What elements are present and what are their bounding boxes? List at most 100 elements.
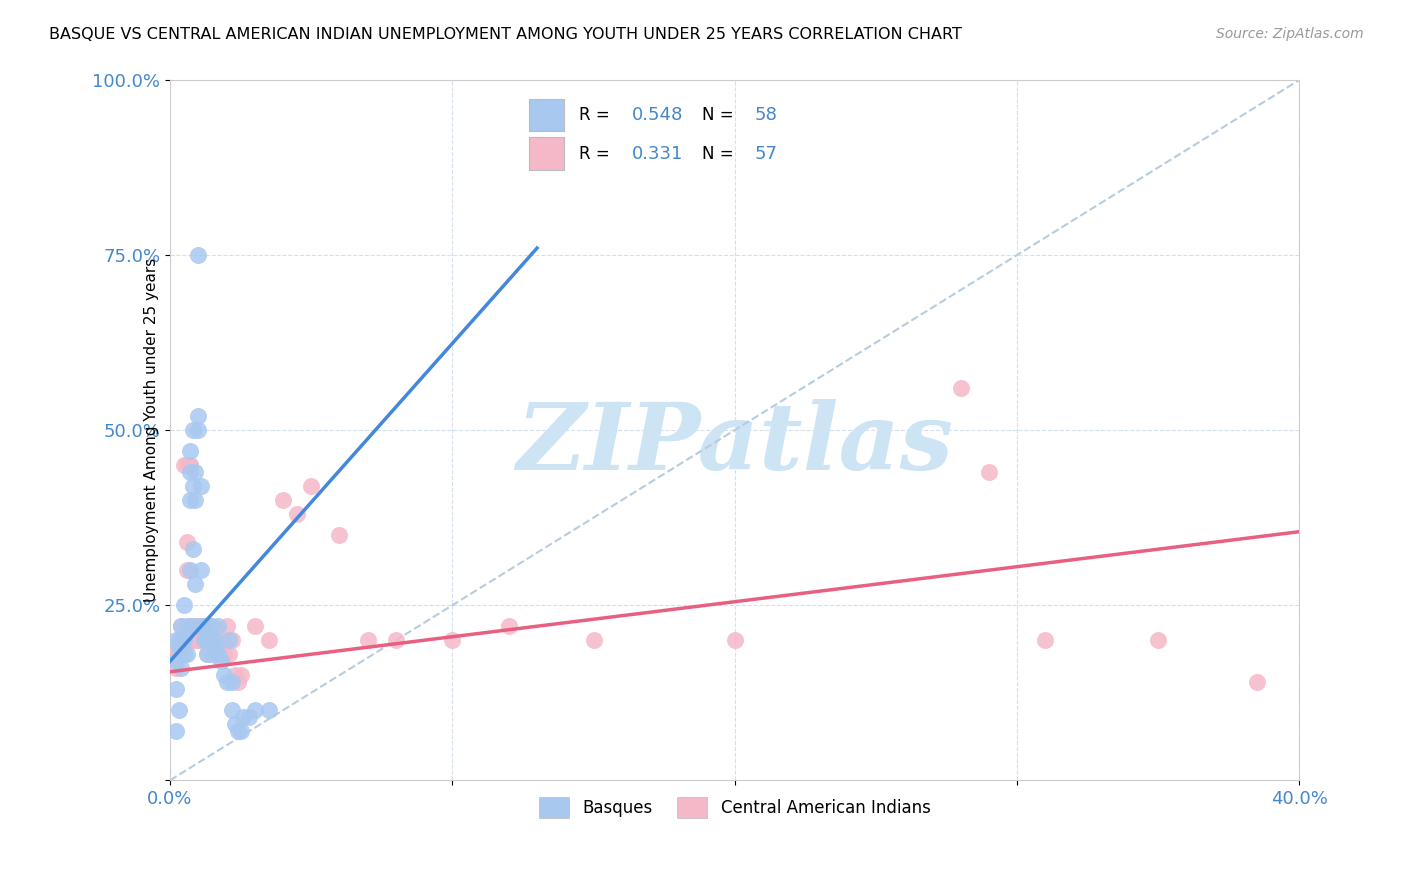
Point [190, 619, 212, 633]
Point [176, 535, 198, 549]
Point [977, 465, 1000, 479]
Point [176, 458, 198, 472]
Point [167, 703, 190, 717]
Point [385, 633, 408, 648]
Point [167, 640, 190, 655]
Point [204, 633, 226, 648]
Point [212, 647, 235, 661]
Point [1033, 633, 1056, 648]
Point [229, 668, 252, 682]
Point [167, 633, 190, 648]
Point [221, 675, 243, 690]
Point [181, 633, 204, 648]
Point [190, 619, 212, 633]
Point [190, 633, 212, 648]
Point [207, 619, 229, 633]
Point [165, 724, 187, 739]
Point [179, 465, 201, 479]
Point [193, 633, 215, 648]
Point [201, 647, 224, 661]
Point [209, 654, 232, 668]
Point [179, 458, 201, 472]
Point [165, 682, 187, 697]
Point [184, 465, 207, 479]
Point [173, 647, 195, 661]
Point [218, 633, 240, 648]
Point [187, 633, 209, 648]
Point [195, 633, 218, 648]
Point [176, 619, 198, 633]
Point [218, 647, 240, 661]
Point [207, 647, 229, 661]
Point [209, 633, 232, 648]
Point [238, 710, 260, 724]
Y-axis label: Unemployment Among Youth under 25 years: Unemployment Among Youth under 25 years [143, 258, 159, 602]
Point [173, 458, 195, 472]
Point [1147, 633, 1170, 648]
Point [195, 633, 218, 648]
Point [170, 661, 193, 675]
Point [215, 675, 238, 690]
Point [441, 633, 464, 648]
Point [165, 654, 187, 668]
Point [181, 479, 204, 493]
Point [179, 493, 201, 508]
Point [173, 633, 195, 648]
Point [187, 409, 209, 424]
Point [181, 423, 204, 437]
Point [195, 619, 218, 633]
Point [226, 724, 249, 739]
Point [207, 647, 229, 661]
Text: Source: ZipAtlas.com: Source: ZipAtlas.com [1216, 27, 1364, 41]
Point [221, 703, 243, 717]
Point [257, 703, 280, 717]
Point [167, 647, 190, 661]
Point [181, 619, 204, 633]
Point [271, 493, 294, 508]
Point [224, 668, 246, 682]
Point [724, 633, 747, 648]
Point [226, 675, 249, 690]
Point [195, 647, 218, 661]
Point [170, 619, 193, 633]
Point [201, 619, 224, 633]
Point [215, 619, 238, 633]
Point [949, 381, 972, 395]
Point [184, 633, 207, 648]
Point [193, 619, 215, 633]
Point [176, 563, 198, 577]
Point [187, 619, 209, 633]
Point [243, 703, 266, 717]
Point [285, 507, 308, 521]
Point [299, 479, 322, 493]
Point [201, 647, 224, 661]
Point [190, 479, 212, 493]
Point [212, 668, 235, 682]
Point [229, 724, 252, 739]
Text: BASQUE VS CENTRAL AMERICAN INDIAN UNEMPLOYMENT AMONG YOUTH UNDER 25 YEARS CORREL: BASQUE VS CENTRAL AMERICAN INDIAN UNEMPL… [49, 27, 962, 42]
Point [232, 710, 254, 724]
Point [198, 633, 221, 648]
Point [198, 633, 221, 648]
Text: ZIPatlas: ZIPatlas [516, 399, 953, 489]
Point [170, 619, 193, 633]
Point [184, 493, 207, 508]
Point [1246, 675, 1268, 690]
Point [195, 647, 218, 661]
Point [582, 633, 605, 648]
Point [173, 633, 195, 648]
Point [190, 563, 212, 577]
Point [201, 633, 224, 648]
Point [224, 717, 246, 731]
Point [179, 563, 201, 577]
Point [193, 619, 215, 633]
Point [181, 619, 204, 633]
Point [173, 598, 195, 612]
Point [179, 633, 201, 648]
Point [170, 633, 193, 648]
Point [204, 640, 226, 655]
Point [165, 661, 187, 675]
Point [204, 633, 226, 648]
Point [179, 458, 201, 472]
Point [184, 619, 207, 633]
